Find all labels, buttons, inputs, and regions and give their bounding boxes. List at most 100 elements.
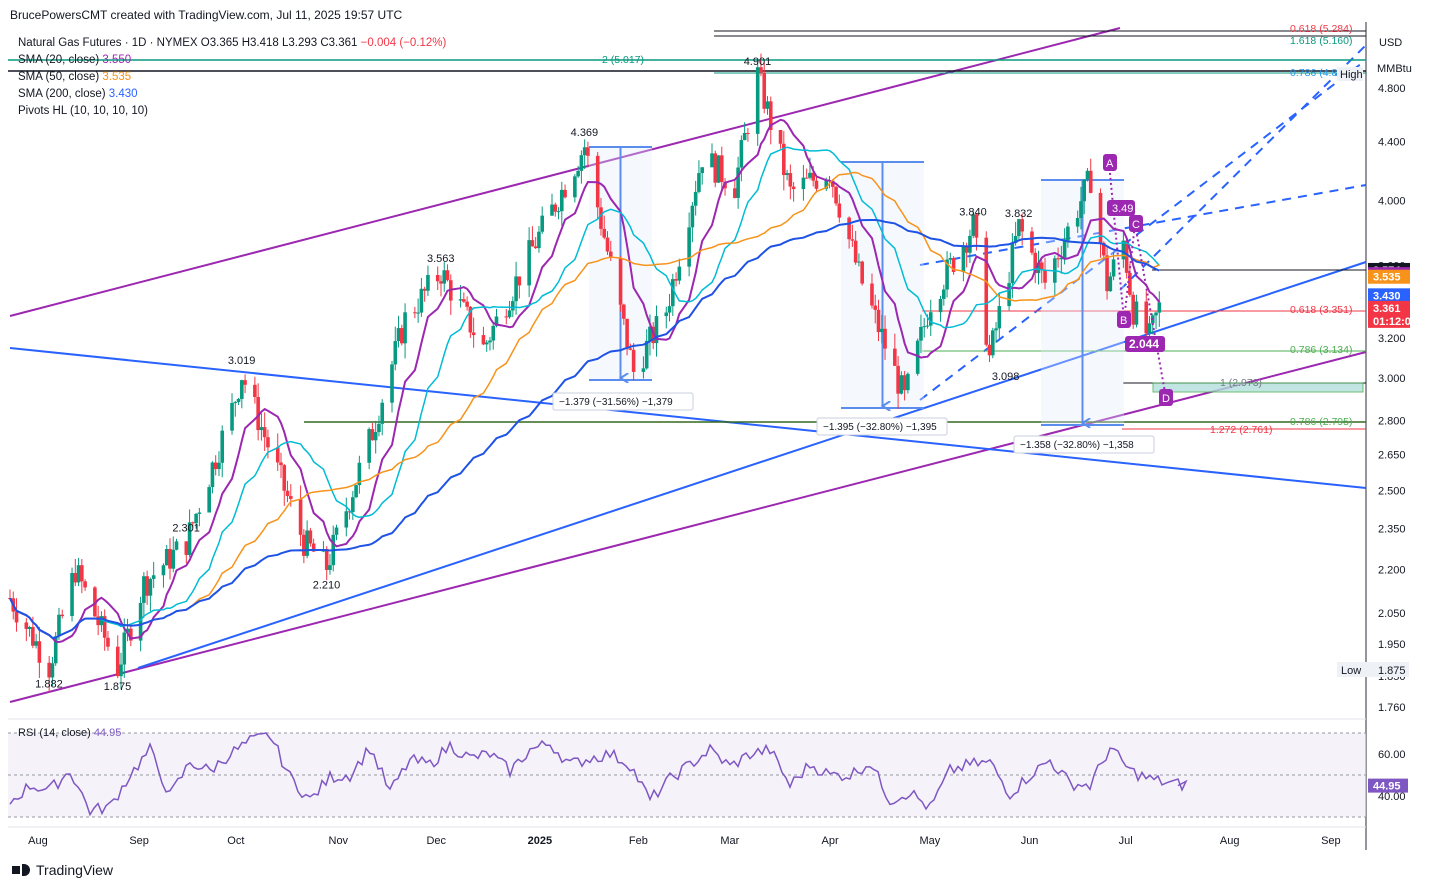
time-tick: Oct	[227, 835, 244, 847]
candle-body	[194, 513, 198, 524]
candle-body	[243, 380, 247, 385]
candle-body	[687, 227, 691, 267]
candle-body	[93, 587, 97, 617]
candle-body	[1039, 262, 1044, 271]
pivot-label: 2.301	[172, 523, 200, 535]
candle-body	[850, 239, 855, 241]
time-tick: Sep	[129, 835, 149, 847]
legend-sma50[interactable]: SMA (50, close) 3.535	[18, 69, 446, 86]
candle-body	[279, 462, 283, 466]
sma20-line	[9, 118, 1161, 644]
harmonic-value-badge	[1107, 200, 1135, 216]
candle-body	[1007, 283, 1011, 307]
legend-sma20[interactable]: SMA (20, close) 3.550	[18, 52, 446, 69]
legend-pivots[interactable]: Pivots HL (10, 10, 10, 10)	[18, 103, 446, 120]
candle-body	[553, 204, 558, 212]
price-badge-text: 01:12:03	[1373, 316, 1417, 328]
dashed-channel-top	[919, 59, 1367, 401]
candle-body	[527, 240, 531, 286]
candle-body	[860, 261, 864, 284]
candle-body	[53, 636, 58, 664]
drawing-layer	[8, 27, 1367, 703]
candle-body	[511, 301, 515, 311]
harmonic-badge	[1117, 311, 1131, 328]
legend-symbol-row[interactable]: Natural Gas Futures · 1D · NYMEX O3.365 …	[18, 35, 446, 52]
fib-label: 1.618 (5.160)	[1290, 35, 1352, 47]
candle-body	[811, 172, 816, 181]
candle-body	[458, 299, 463, 301]
candle-body	[220, 430, 225, 463]
candle-body	[987, 344, 992, 356]
candle-body	[161, 565, 166, 576]
time-tick: Mar	[720, 835, 739, 847]
candle-body	[230, 402, 234, 431]
candle-body	[370, 429, 375, 441]
candle-body	[298, 498, 303, 535]
candle-body	[586, 147, 590, 156]
candle-body	[830, 180, 835, 187]
candle-body	[755, 67, 760, 134]
rsi-badge-text: 44.95	[1373, 781, 1401, 793]
time-tick: Sep	[1321, 835, 1341, 847]
fib-label: 0.786 (4.86)	[1290, 67, 1347, 79]
candles-layer	[8, 53, 1162, 693]
candle-body	[57, 614, 61, 637]
sma20-value: 3.550	[102, 54, 132, 66]
candle-body	[1154, 312, 1158, 316]
candle-body	[1088, 170, 1093, 193]
candle-body	[550, 204, 554, 216]
candle-body	[1147, 323, 1152, 334]
pivot-label: 1.875	[104, 681, 132, 693]
candle-body	[530, 240, 535, 247]
price-badge	[1368, 269, 1410, 284]
candle-body	[471, 332, 476, 336]
candle-body	[785, 173, 789, 176]
tradingview-icon	[12, 864, 30, 876]
candle-body	[814, 180, 819, 189]
candle-body	[396, 328, 401, 342]
candle-body	[628, 348, 633, 350]
price-tick: 4.000	[1378, 195, 1406, 207]
harmonic-value-b: 2.044	[1129, 337, 1159, 351]
candle-body	[971, 214, 975, 236]
candle-body	[1131, 294, 1135, 325]
candle-body	[915, 340, 920, 374]
candle-body	[344, 511, 349, 528]
harmonic-point-label: A	[1106, 158, 1114, 170]
measure-label-box	[552, 392, 694, 411]
candle-body	[1128, 272, 1132, 295]
candle-body	[393, 341, 398, 365]
legend-sma200[interactable]: SMA (200, close) 3.430	[18, 86, 446, 103]
candle-body	[1101, 242, 1106, 256]
candle-body	[602, 228, 607, 238]
candle-body	[847, 217, 851, 240]
candle-body	[1020, 219, 1024, 232]
measure-label: −1.379 (−31.56%) −1,379	[559, 397, 673, 408]
tradingview-logo[interactable]: TradingView	[12, 862, 113, 878]
measure-label-box	[1013, 435, 1155, 454]
pivot-label: 3.840	[959, 207, 987, 219]
candle-body	[80, 565, 84, 582]
candle-body	[942, 289, 946, 299]
harmonic-value-c: 3.49	[1112, 203, 1133, 215]
pivots-label: Pivots HL (10, 10, 10, 10)	[18, 105, 148, 117]
candle-body	[197, 512, 202, 514]
harmonic-point-label: B	[1120, 315, 1127, 327]
candle-body	[138, 602, 143, 641]
candle-body	[746, 132, 750, 134]
currency-label[interactable]: USD	[1379, 37, 1403, 49]
candle-body	[484, 342, 489, 345]
candle-body	[654, 316, 659, 344]
candle-body	[1085, 170, 1090, 180]
candle-body	[631, 349, 636, 372]
candle-body	[125, 628, 130, 633]
rsi-legend[interactable]: RSI (14, close) 44.95	[18, 727, 121, 739]
price-badge-text: 3.361	[1373, 303, 1401, 315]
candle-body	[151, 575, 156, 579]
candle-body	[1124, 240, 1129, 273]
candle-body	[788, 173, 793, 187]
candle-body	[262, 427, 267, 438]
candle-body	[259, 427, 264, 431]
